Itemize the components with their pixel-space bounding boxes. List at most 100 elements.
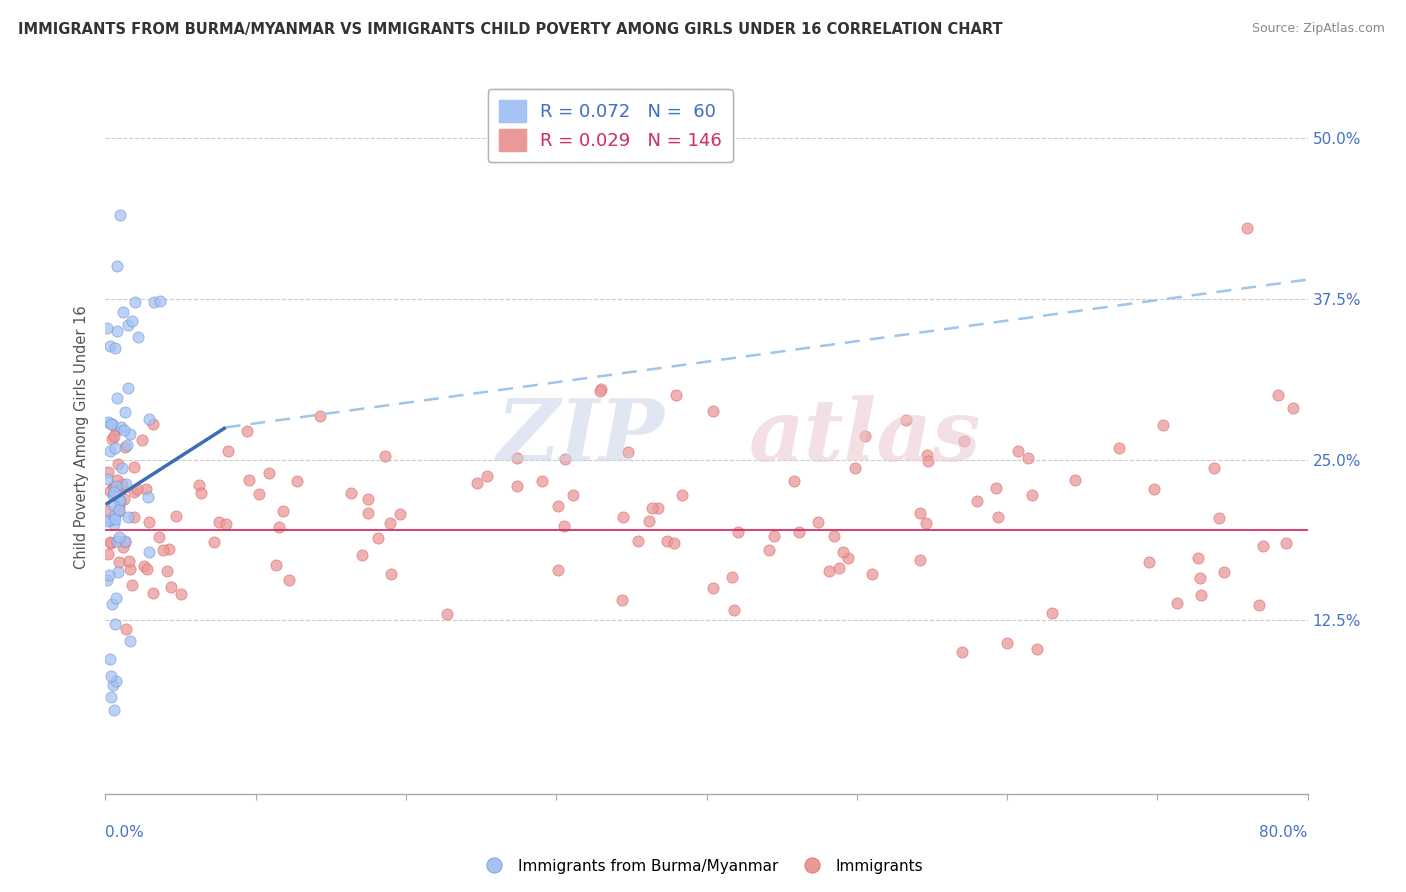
Point (97, 547, 120, 561)
Point (380, 566, 402, 581)
Point (138, 545, 160, 559)
Point (111, 461, 134, 475)
Point (627, 534, 650, 549)
Point (96, 514, 118, 528)
Point (1108, 441, 1130, 455)
Point (96, 321, 118, 335)
Point (671, 488, 693, 502)
Point (702, 403, 724, 417)
Point (1267, 388, 1289, 402)
Point (860, 566, 883, 581)
Point (655, 533, 678, 548)
Point (107, 555, 129, 569)
Point (97, 504, 120, 518)
Point (115, 477, 138, 491)
Point (121, 314, 143, 328)
Point (111, 476, 134, 491)
Point (832, 545, 855, 559)
Point (309, 409, 332, 423)
Point (367, 531, 389, 545)
Point (917, 453, 939, 467)
Point (112, 423, 135, 437)
Point (105, 260, 128, 274)
Point (101, 480, 124, 494)
Point (1274, 536, 1296, 550)
Point (357, 506, 380, 520)
Point (591, 382, 613, 396)
Point (124, 294, 146, 309)
Point (1236, 221, 1258, 235)
Y-axis label: Child Poverty Among Girls Under 16: Child Poverty Among Girls Under 16 (75, 305, 90, 569)
Point (1007, 444, 1029, 458)
Point (1166, 596, 1188, 610)
Point (1152, 417, 1174, 432)
Point (465, 475, 488, 490)
Point (1143, 482, 1166, 496)
Point (610, 593, 633, 607)
Point (908, 553, 931, 567)
Point (589, 384, 612, 398)
Point (727, 524, 749, 539)
Point (165, 508, 187, 523)
Point (1188, 571, 1211, 585)
Point (112, 492, 135, 507)
Point (108, 493, 131, 508)
Point (107, 530, 129, 544)
Point (215, 516, 238, 531)
Point (114, 405, 136, 419)
Point (108, 504, 131, 518)
Point (101, 677, 124, 691)
Point (1187, 550, 1209, 565)
Point (278, 573, 301, 587)
Point (378, 516, 401, 531)
Point (207, 515, 229, 529)
Point (100, 536, 122, 550)
Point (97, 465, 120, 479)
Point (837, 550, 859, 565)
Point (107, 324, 129, 338)
Point (1204, 460, 1226, 475)
Point (148, 294, 170, 309)
Point (271, 504, 294, 518)
Point (1017, 451, 1039, 466)
Point (142, 417, 165, 432)
Point (98, 568, 121, 582)
Point (127, 482, 149, 496)
Point (984, 481, 1007, 495)
Point (101, 432, 124, 446)
Point (117, 381, 139, 395)
Point (758, 543, 780, 558)
Point (238, 473, 260, 487)
Point (823, 529, 845, 543)
Point (127, 330, 149, 344)
Point (665, 388, 688, 402)
Point (103, 509, 125, 524)
Point (135, 562, 157, 576)
Point (142, 586, 165, 600)
Point (264, 558, 287, 573)
Point (702, 581, 724, 595)
Text: IMMIGRANTS FROM BURMA/MYANMAR VS IMMIGRANTS CHILD POVERTY AMONG GIRLS UNDER 16 C: IMMIGRANTS FROM BURMA/MYANMAR VS IMMIGRA… (18, 22, 1002, 37)
Point (110, 420, 132, 434)
Point (104, 512, 127, 526)
Point (789, 524, 811, 539)
Point (257, 466, 280, 480)
Point (388, 508, 411, 522)
Point (664, 536, 686, 550)
Point (950, 645, 973, 659)
Legend: Immigrants from Burma/Myanmar, Immigrants: Immigrants from Burma/Myanmar, Immigrant… (477, 853, 929, 880)
Point (647, 501, 669, 516)
Point (553, 518, 575, 533)
Point (995, 636, 1018, 650)
Point (98, 513, 121, 527)
Point (96, 472, 118, 486)
Point (118, 562, 141, 576)
Text: ZIP: ZIP (496, 395, 665, 479)
Point (104, 617, 127, 632)
Point (1064, 474, 1087, 488)
Point (107, 565, 129, 579)
Text: atlas: atlas (748, 395, 981, 479)
Point (156, 564, 179, 578)
Point (105, 391, 128, 405)
Point (96, 573, 118, 587)
